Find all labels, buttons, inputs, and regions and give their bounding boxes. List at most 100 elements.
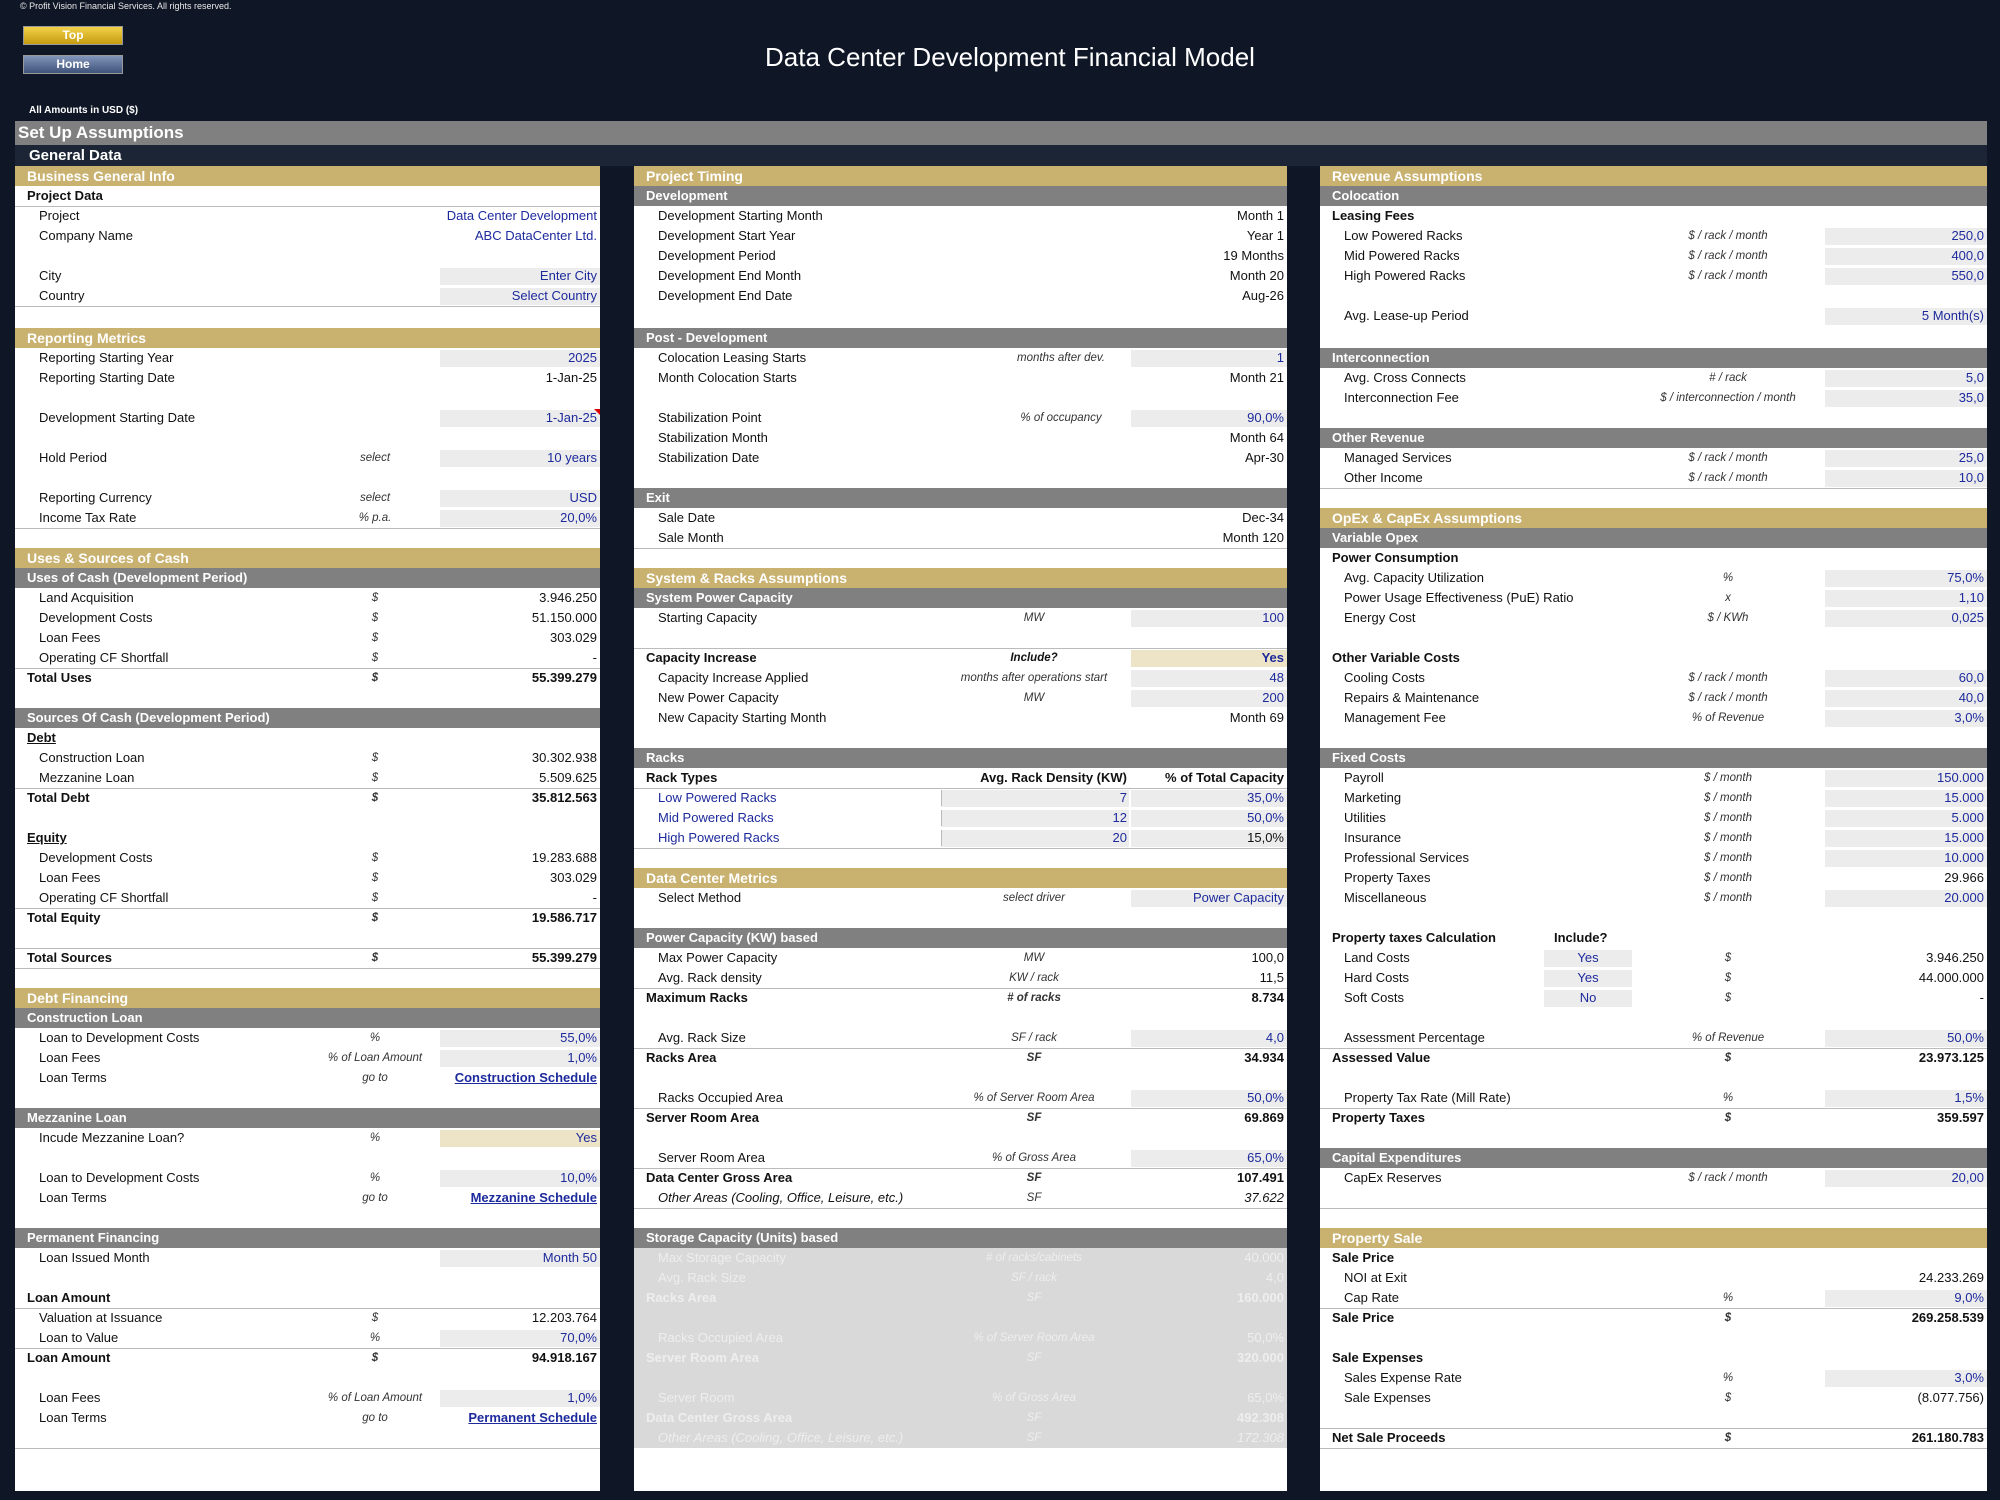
value: Month 120 — [1222, 530, 1284, 545]
city-input[interactable]: Enter City — [539, 268, 597, 283]
home-button[interactable]: Home — [23, 55, 123, 74]
coloc-start-input[interactable]: 1 — [1276, 350, 1284, 365]
row-label: Mezzanine Loan — [39, 770, 135, 785]
permanent-schedule-link[interactable]: Permanent Schedule — [468, 1410, 597, 1425]
assessment-input[interactable]: 50,0% — [1947, 1030, 1984, 1045]
land-costs-toggle[interactable]: Yes — [1577, 950, 1599, 965]
header-text: Racks — [646, 750, 685, 765]
value: 172.308 — [1237, 1430, 1284, 1445]
top-button[interactable]: Top — [23, 26, 123, 45]
energy-cost-input[interactable]: 0,025 — [1951, 610, 1984, 625]
loan-fee-input[interactable]: 1,0% — [567, 1050, 597, 1065]
fixed-cost-row: Miscellaneous $ / month 20.000 — [1320, 888, 1987, 908]
reporting-year-input[interactable]: 2025 — [568, 350, 597, 365]
value: 19.283.688 — [531, 850, 597, 865]
rack-density-input[interactable]: 7 — [1119, 790, 1127, 805]
fixed-cost-value[interactable]: 15.000 — [1944, 790, 1984, 805]
fixed-cost-value[interactable]: 10.000 — [1944, 850, 1984, 865]
hold-period-select[interactable]: 10 years — [547, 450, 597, 465]
column-header: Include? — [1554, 930, 1608, 945]
cap-rate-input[interactable]: 9,0% — [1954, 1290, 1984, 1305]
fixed-cost-value[interactable]: 5.000 — [1951, 810, 1984, 825]
row-label: Other Income — [1344, 470, 1423, 485]
mezz-ltdc-input[interactable]: 10,0% — [560, 1170, 597, 1185]
fixed-cost-value[interactable]: 15.000 — [1944, 830, 1984, 845]
column-header: % of Total Capacity — [1165, 770, 1284, 785]
low-rack-fee-input[interactable]: 250,0 — [1951, 228, 1984, 243]
capacity-increase-toggle[interactable]: Yes — [1261, 650, 1284, 665]
ltdc-input[interactable]: 55,0% — [560, 1030, 597, 1045]
rack-density-input[interactable]: 20 — [1112, 830, 1127, 845]
racks-occupied-input[interactable]: 50,0% — [1247, 1090, 1284, 1105]
unit: months after operations start — [960, 672, 1108, 684]
mezzanine-toggle[interactable]: Yes — [575, 1130, 597, 1145]
unit: % of Gross Area — [992, 1392, 1076, 1404]
unit: $ — [1724, 1052, 1732, 1064]
unit: MW — [1023, 612, 1045, 624]
tax-input[interactable]: 20,0% — [560, 510, 597, 525]
row-label: Cooling Costs — [1344, 670, 1425, 685]
unit: $ / KWh — [1707, 612, 1749, 624]
project-input[interactable]: Data Center Development — [446, 208, 597, 223]
storage-row: Avg. Rack Size SF / rack 4,0 — [634, 1268, 1287, 1288]
company-input[interactable]: ABC DataCenter Ltd. — [474, 228, 597, 243]
rack-size-input[interactable]: 4,0 — [1265, 1030, 1284, 1045]
stabilization-input[interactable]: 90,0% — [1247, 410, 1284, 425]
unit: SF — [1026, 1292, 1042, 1304]
country-select[interactable]: Select Country — [511, 288, 597, 303]
row-label: Land Acquisition — [39, 590, 134, 605]
interconnection-fee-input[interactable]: 35,0 — [1958, 390, 1984, 405]
sales-expense-input[interactable]: 3,0% — [1954, 1370, 1984, 1385]
rack-share-input[interactable]: 50,0% — [1247, 810, 1284, 825]
soft-costs-toggle[interactable]: No — [1579, 990, 1597, 1005]
new-capacity-input[interactable]: 200 — [1262, 690, 1284, 705]
mill-rate-input[interactable]: 1,5% — [1954, 1090, 1984, 1105]
construction-schedule-link[interactable]: Construction Schedule — [454, 1070, 597, 1085]
amounts-note: All Amounts in USD ($) — [29, 105, 139, 116]
utilization-input[interactable]: 75,0% — [1947, 570, 1984, 585]
method-select[interactable]: Power Capacity — [1192, 890, 1284, 905]
pue-input[interactable]: 1,10 — [1958, 590, 1984, 605]
rack-share-input[interactable]: 35,0% — [1247, 790, 1284, 805]
mezzanine-schedule-link[interactable]: Mezzanine Schedule — [470, 1190, 597, 1205]
row-label: Development Starting Month — [658, 208, 823, 223]
fixed-cost-value[interactable]: 20.000 — [1944, 890, 1984, 905]
server-room-input[interactable]: 65,0% — [1247, 1150, 1284, 1165]
repairs-input[interactable]: 40,0 — [1958, 690, 1984, 705]
fixed-cost-row: Utilities $ / month 5.000 — [1320, 808, 1987, 828]
unit: % of Revenue — [1691, 712, 1765, 724]
cooling-cost-input[interactable]: 60,0 — [1958, 670, 1984, 685]
mid-rack-fee-input[interactable]: 400,0 — [1951, 248, 1984, 263]
perm-fee-input[interactable]: 1,0% — [567, 1390, 597, 1405]
subheader: Other Variable Costs — [1332, 650, 1460, 665]
rack-type-row: High Powered Racks 20 15,0% — [634, 828, 1287, 848]
managed-services-input[interactable]: 25,0 — [1958, 450, 1984, 465]
row-label: Avg. Cross Connects — [1344, 370, 1466, 385]
ltv-input[interactable]: 70,0% — [560, 1330, 597, 1345]
subsection-header: Racks — [634, 748, 1287, 768]
hard-costs-toggle[interactable]: Yes — [1577, 970, 1599, 985]
total-value: 19.586.717 — [531, 910, 597, 925]
row-label: Assessment Percentage — [1344, 1030, 1485, 1045]
header-text: Sources Of Cash (Development Period) — [27, 710, 270, 725]
perm-month-input[interactable]: Month 50 — [542, 1250, 597, 1265]
unit: SF — [1026, 1172, 1042, 1184]
other-income-input[interactable]: 10,0 — [1958, 470, 1984, 485]
capacity-applied-input[interactable]: 48 — [1269, 670, 1284, 685]
dev-date-input[interactable]: 1-Jan-25 — [545, 410, 597, 425]
starting-capacity-input[interactable]: 100 — [1262, 610, 1284, 625]
fixed-cost-value[interactable]: 150.000 — [1937, 770, 1984, 785]
high-rack-fee-input[interactable]: 550,0 — [1951, 268, 1984, 283]
total-label: Property Taxes — [1332, 1110, 1425, 1125]
row-label: Racks Occupied Area — [658, 1330, 784, 1345]
lease-up-input[interactable]: 5 Month(s) — [1921, 308, 1984, 323]
cross-connects-input[interactable]: 5,0 — [1965, 370, 1984, 385]
capex-reserves-input[interactable]: 20,00 — [1951, 1170, 1984, 1185]
row-label: Stabilization Month — [658, 430, 768, 445]
rack-density-input[interactable]: 12 — [1112, 810, 1127, 825]
management-fee-input[interactable]: 3,0% — [1954, 710, 1984, 725]
header-text: Post - Development — [646, 330, 768, 345]
row-label: Development End Month — [658, 268, 802, 283]
row-label: Sales Expense Rate — [1344, 1370, 1462, 1385]
currency-select[interactable]: USD — [569, 490, 597, 505]
